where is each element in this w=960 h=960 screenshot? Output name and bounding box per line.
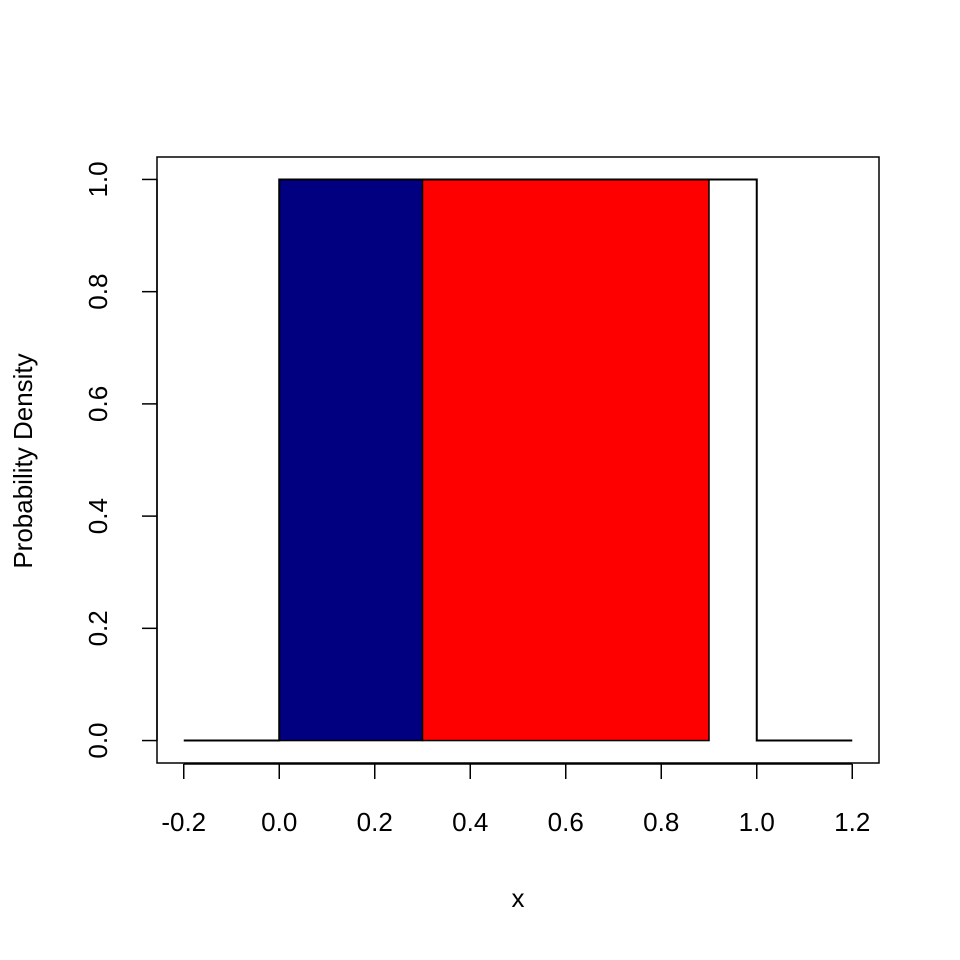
x-tick-label: -0.2: [161, 807, 206, 837]
x-tick-label: 0.6: [548, 807, 584, 837]
y-tick-label: 0.6: [83, 386, 113, 422]
x-tick-label: 0.4: [452, 807, 488, 837]
y-tick-label: 0.2: [83, 610, 113, 646]
y-axis-label: Probability Density: [8, 353, 38, 568]
shaded-region: [421, 178, 710, 742]
x-axis-label: x: [512, 883, 525, 913]
y-tick-label: 0.0: [83, 722, 113, 758]
shaded-region: [278, 178, 424, 742]
x-tick-label: 1.0: [739, 807, 775, 837]
density-line: [183, 178, 853, 742]
y-tick-label: 0.8: [83, 274, 113, 310]
x-tick-label: 1.2: [834, 807, 870, 837]
x-tick-label: 0.0: [261, 807, 297, 837]
y-tick-label: 0.4: [83, 498, 113, 534]
x-tick-label: 0.2: [357, 807, 393, 837]
y-tick-label: 1.0: [83, 161, 113, 197]
x-tick-label: 0.8: [643, 807, 679, 837]
